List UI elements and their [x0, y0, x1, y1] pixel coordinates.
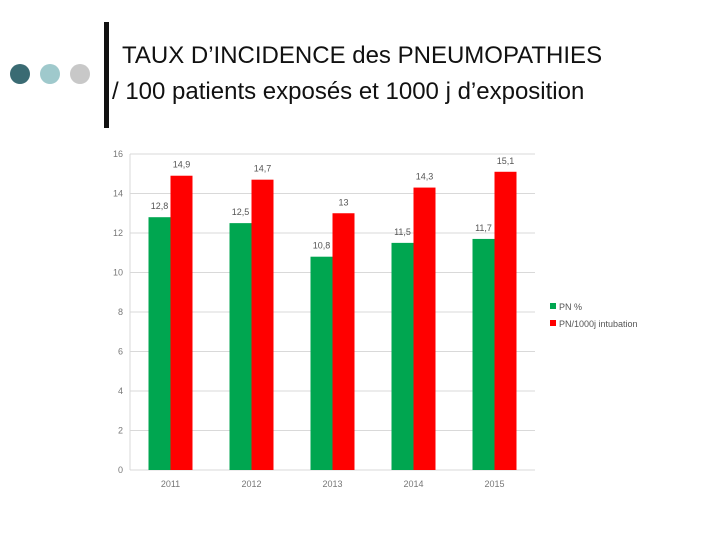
x-tick-label: 2015 — [484, 479, 504, 489]
bar-pn-intubation — [413, 187, 436, 470]
x-tick-label: 2013 — [322, 479, 342, 489]
x-tick-label: 2012 — [241, 479, 261, 489]
y-tick-label: 4 — [118, 386, 123, 396]
title-line-1: TAUX D’INCIDENCE des PNEUMOPATHIES — [122, 42, 603, 69]
dot-icon — [70, 64, 90, 84]
y-tick-label: 2 — [118, 426, 123, 436]
y-tick-label: 6 — [118, 347, 123, 357]
y-tick-label: 10 — [113, 268, 123, 278]
data-label: 12,5 — [232, 207, 250, 217]
bar-pn-percent — [391, 242, 414, 470]
y-tick-label: 16 — [113, 149, 123, 159]
x-tick-label: 2014 — [403, 479, 423, 489]
data-label: 14,7 — [254, 164, 272, 174]
y-tick-label: 0 — [118, 465, 123, 475]
decorative-dots — [10, 64, 100, 84]
data-label: 13 — [338, 197, 348, 207]
legend-label: PN % — [559, 302, 582, 312]
title-divider — [104, 22, 109, 128]
bar-pn-percent — [310, 256, 333, 470]
x-tick-label: 2011 — [161, 479, 180, 489]
bar-pn-intubation — [170, 175, 193, 470]
data-label: 11,5 — [394, 227, 411, 237]
dot-icon — [10, 64, 30, 84]
y-tick-label: 12 — [113, 228, 123, 238]
data-label: 14,3 — [416, 172, 434, 182]
data-label: 15,1 — [497, 156, 515, 166]
title-line-2: / 100 patients exposés et 1000 j d’expos… — [112, 78, 585, 105]
y-tick-label: 8 — [118, 307, 123, 317]
y-tick-label: 14 — [113, 189, 123, 199]
bar-pn-percent — [148, 217, 171, 470]
legend-swatch — [550, 303, 556, 309]
bar-pn-intubation — [332, 213, 355, 470]
bar-pn-percent — [229, 223, 252, 470]
bar-pn-percent — [472, 238, 495, 470]
data-label: 11,7 — [475, 223, 492, 233]
legend-swatch — [550, 320, 556, 326]
legend-label: PN/1000j intubation — [559, 319, 638, 329]
data-label: 14,9 — [173, 160, 191, 170]
dot-icon — [40, 64, 60, 84]
data-label: 10,8 — [313, 241, 331, 251]
bar-pn-intubation — [251, 179, 274, 471]
data-label: 12,8 — [151, 201, 169, 211]
bar-pn-intubation — [494, 171, 517, 470]
slide-title: TAUX D’INCIDENCE des PNEUMOPATHIES / 100… — [110, 38, 710, 110]
